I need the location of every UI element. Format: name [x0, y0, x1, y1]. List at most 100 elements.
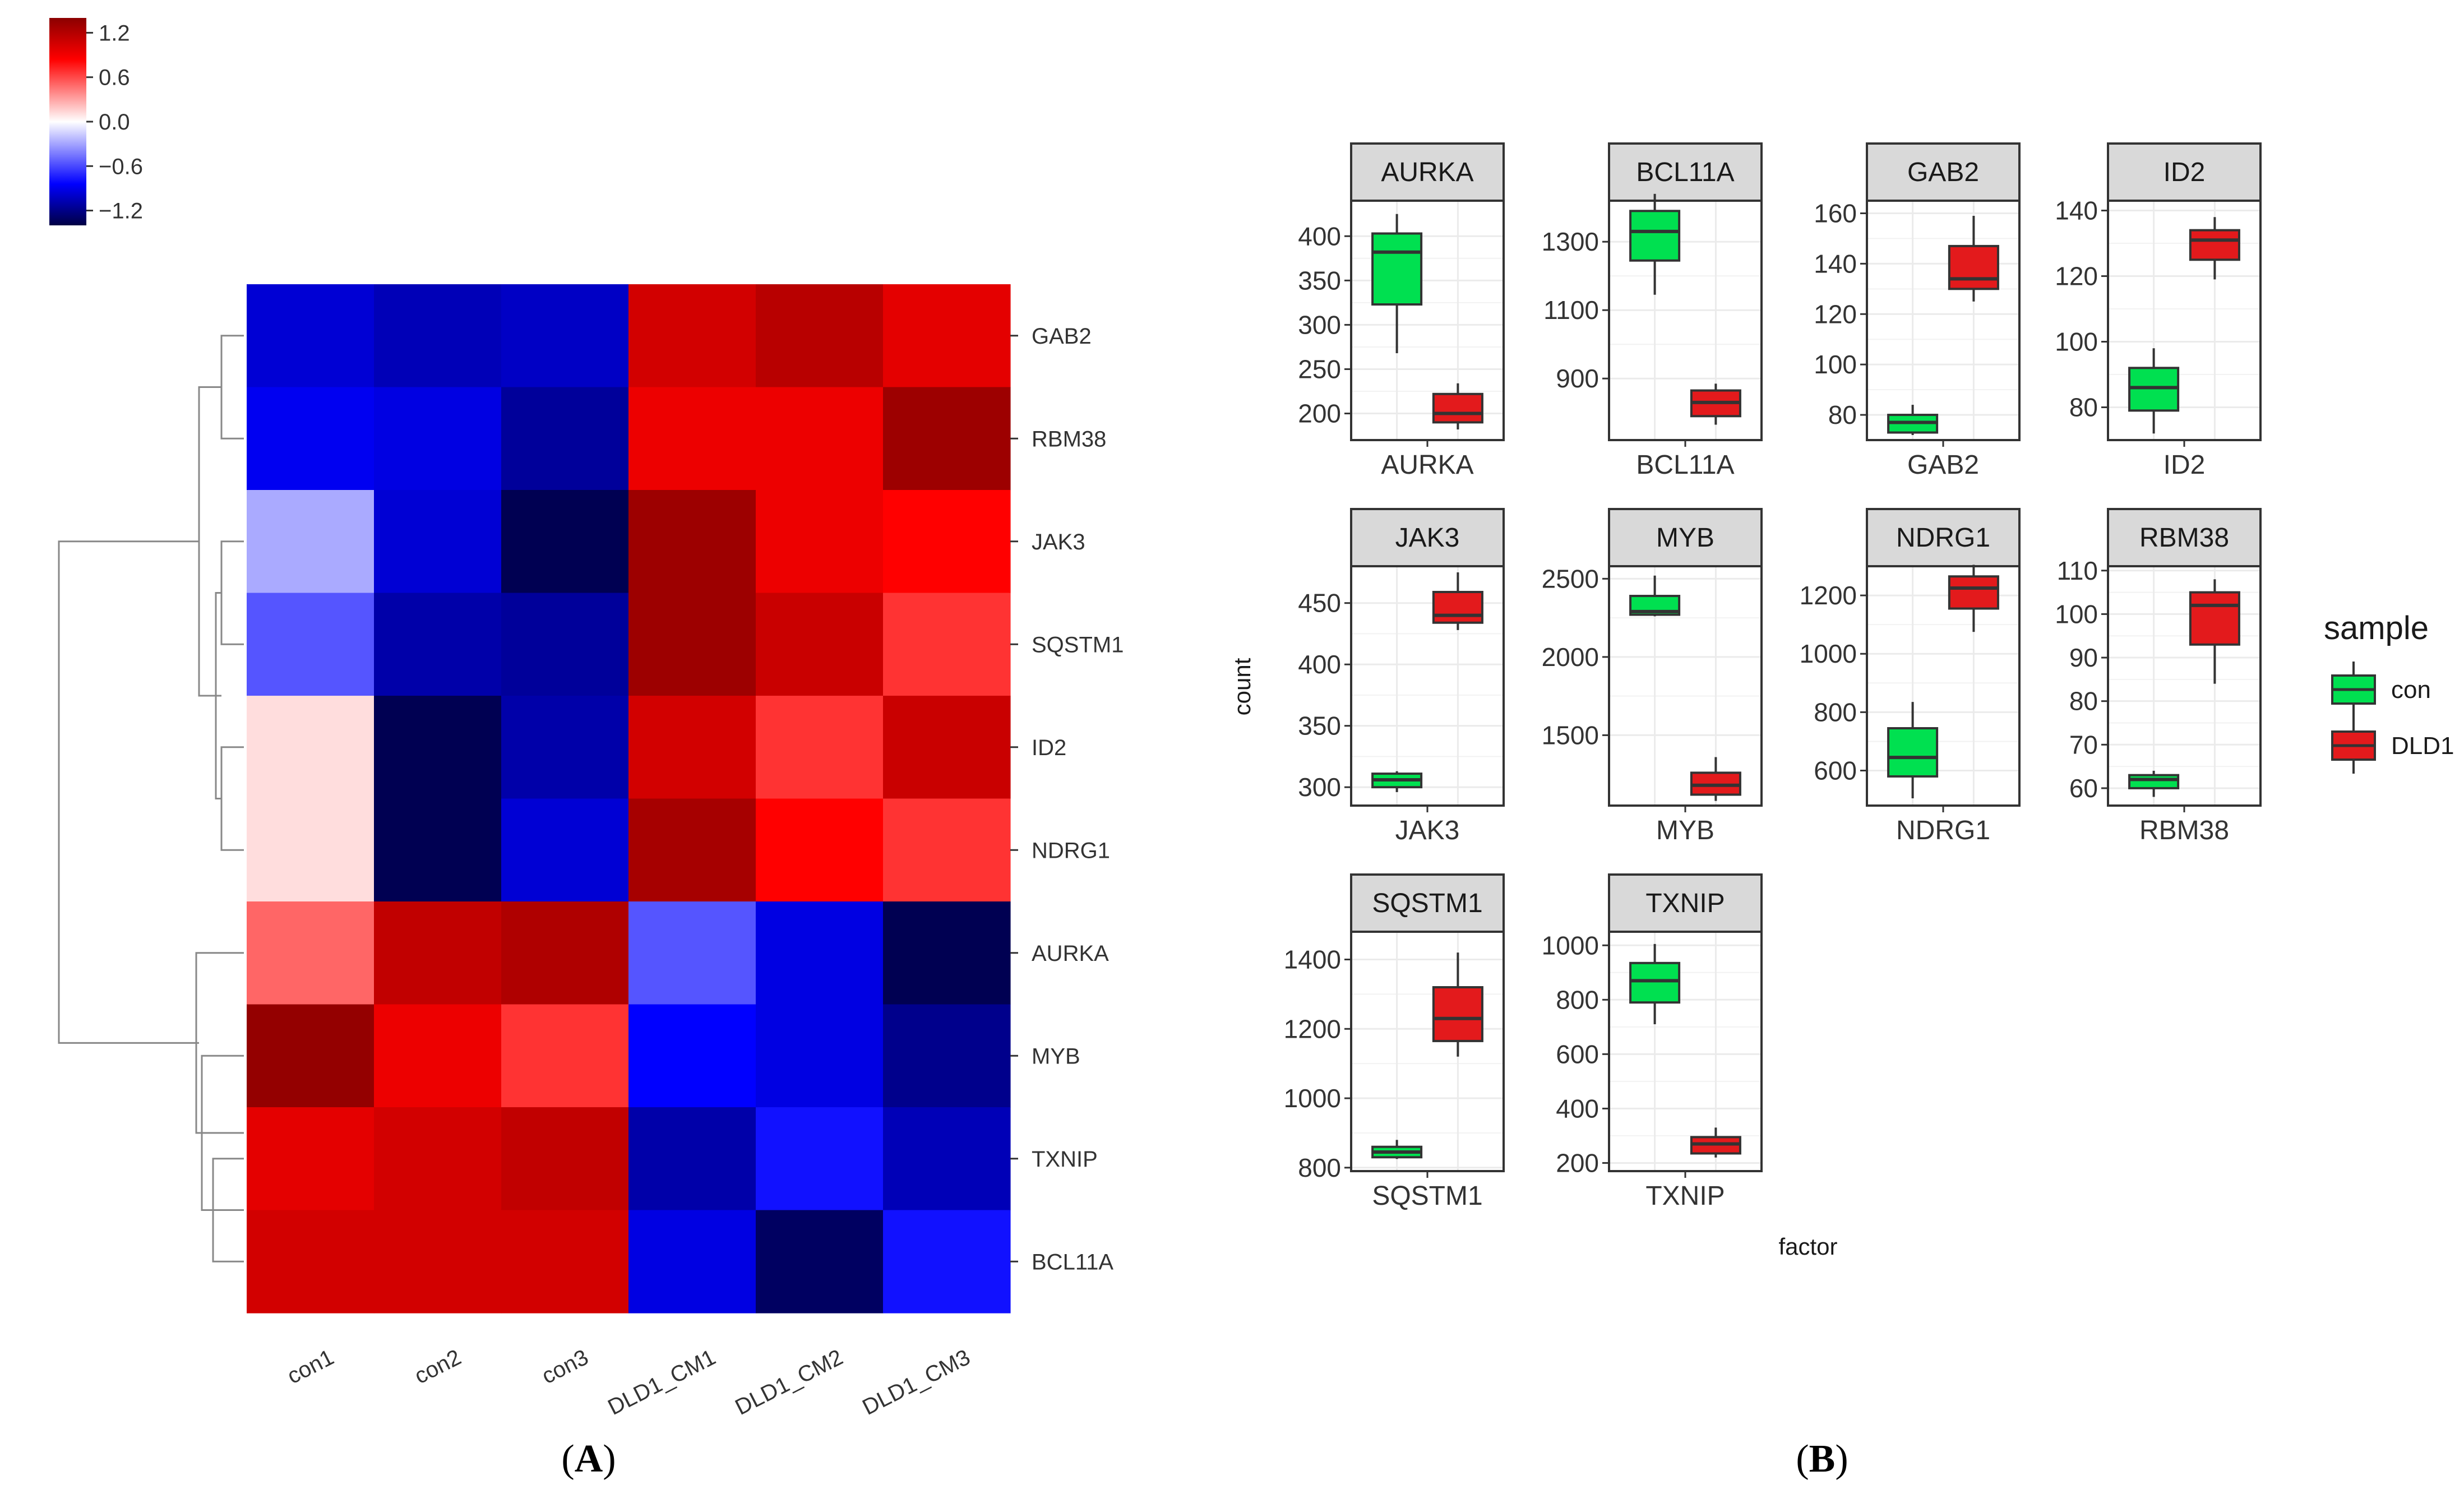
heatmap-cell [628, 1004, 756, 1108]
heatmap-cell [374, 490, 502, 594]
facet-strip [1866, 508, 2021, 567]
facet-title: GAB2 [1907, 158, 1979, 187]
heatmap-cell [756, 901, 884, 1005]
facet-title: BCL11A [1636, 158, 1734, 187]
y-tick-label: 140 [2055, 196, 2098, 225]
facet-panel [1867, 201, 2019, 440]
heatmap-cell [374, 1107, 502, 1211]
x-tick-label: JAK3 [1395, 816, 1460, 845]
heatmap-cell [501, 490, 629, 594]
y-tick-label: 200 [1556, 1148, 1599, 1177]
column-label: DLD1_CM1 [604, 1345, 719, 1420]
y-tick-label: 1000 [1542, 931, 1599, 960]
row-label: NDRG1 [1032, 838, 1110, 863]
row-label: BCL11A [1032, 1250, 1113, 1274]
heatmap-cell [501, 798, 629, 902]
dendrogram-branch [198, 386, 221, 697]
heatmap-cell [247, 1004, 375, 1108]
facet-txnip: TXNIP 200 400 600 800 1000 TXNIP [1542, 873, 1763, 1211]
y-tick-label: 1100 [1543, 295, 1599, 325]
facet-strip [1608, 508, 1763, 567]
legend-item: con [2331, 662, 2431, 718]
colorbar-tick-label: 0.0 [99, 110, 130, 135]
y-tick-label: 200 [1298, 399, 1341, 428]
heatmap-cell [628, 696, 756, 799]
heatmap-cell [501, 1107, 629, 1211]
heatmap-cell [501, 593, 629, 696]
boxplot-panel: AURKA 200 250 300 350 400 AURKA BCL11A 900 1100 13… [1229, 142, 2454, 1260]
colorbar-tick-label: −0.6 [99, 154, 143, 179]
box-con [1629, 961, 1681, 1004]
y-tick-label: 100 [1814, 350, 1857, 379]
y-tick-label: 1200 [1284, 1014, 1341, 1043]
y-tick-label: 450 [1298, 589, 1341, 618]
y-tick-label: 100 [2055, 327, 2098, 357]
heatmap-cell [628, 284, 756, 388]
facet-gab2: GAB2 80 100 120 140 160 GAB2 [1814, 142, 2021, 480]
heatmap-cell [501, 696, 629, 799]
heatmap-cell [247, 284, 375, 388]
facet-strip [1350, 142, 1505, 202]
y-tick-label: 800 [1298, 1153, 1341, 1182]
dendrogram-branch [220, 746, 244, 851]
y-tick-label: 600 [1814, 756, 1857, 785]
facet-strip [1350, 508, 1505, 567]
heatmap-cell [247, 798, 375, 902]
row-label: RBM38 [1032, 427, 1106, 451]
facet-myb: MYB 1500 2000 2500 MYB [1542, 508, 1763, 845]
heatmap-cell [374, 1004, 502, 1108]
heatmap-cell [247, 593, 375, 696]
box-dld1 [1432, 392, 1483, 424]
heatmap-cell [883, 593, 1011, 696]
x-tick-label: GAB2 [1907, 450, 1979, 480]
row-label: GAB2 [1032, 324, 1092, 349]
heatmap-cell [374, 798, 502, 902]
y-axis-title: count [1229, 658, 1255, 715]
facet-panel [1351, 932, 1504, 1171]
dendrogram-branch [195, 952, 244, 1134]
heatmap-cell [883, 387, 1011, 491]
facet-title: TXNIP [1645, 889, 1725, 918]
facet-title: RBM38 [2139, 523, 2229, 553]
heatmap-cell [374, 901, 502, 1005]
row-label: TXNIP [1032, 1147, 1098, 1172]
box-con [1629, 210, 1681, 262]
panel-label-a: (A) [561, 1437, 616, 1481]
heatmap-cell [501, 387, 629, 491]
y-tick-label: 400 [1298, 650, 1341, 679]
heatmap-cell [883, 1004, 1011, 1108]
column-label: con1 [283, 1345, 338, 1389]
heatmap-cell [756, 593, 884, 696]
row-label: MYB [1032, 1044, 1080, 1069]
facet-title: NDRG1 [1896, 523, 1990, 553]
box-con [1887, 727, 1939, 778]
facet-title: SQSTM1 [1372, 889, 1482, 918]
heatmap-cell [501, 1210, 629, 1314]
panel-label-b: (B) [1796, 1437, 1848, 1481]
facet-bcl11a: BCL11A 900 1100 1300 BCL11A [1542, 142, 1763, 480]
facet-ndrg1: NDRG1 600 800 1000 1200 NDRG1 [1800, 508, 2021, 845]
y-tick-label: 100 [2055, 599, 2098, 628]
y-tick-label: 60 [2069, 774, 2098, 803]
heatmap-cell [756, 387, 884, 491]
y-tick-label: 120 [1814, 299, 1857, 329]
legend-label: DLD1 [2391, 732, 2454, 760]
x-tick-label: MYB [1656, 816, 1714, 845]
y-tick-label: 1000 [1800, 639, 1857, 668]
facet-jak3: JAK3 300 350 400 450 JAK3 [1298, 508, 1505, 845]
y-tick-label: 80 [2069, 393, 2098, 422]
heatmap-panel: GAB2 RBM38 JAK3 SQSTM1 ID2 NDRG1 AURKA MYB TXNIP… [49, 18, 1124, 1420]
facet-title: JAK3 [1395, 523, 1460, 553]
box-dld1 [2189, 229, 2240, 261]
heatmap-cell [883, 1210, 1011, 1314]
heatmap-cell [756, 1210, 884, 1314]
row-label: SQSTM1 [1032, 632, 1124, 657]
y-tick-label: 800 [1556, 985, 1599, 1014]
heatmap-cell [501, 901, 629, 1005]
facet-strip [1608, 142, 1763, 202]
legend-item: DLD1 [2331, 718, 2454, 774]
dendrogram-branch [220, 540, 244, 645]
heatmap-cell [883, 696, 1011, 799]
y-tick-label: 70 [2069, 730, 2098, 759]
